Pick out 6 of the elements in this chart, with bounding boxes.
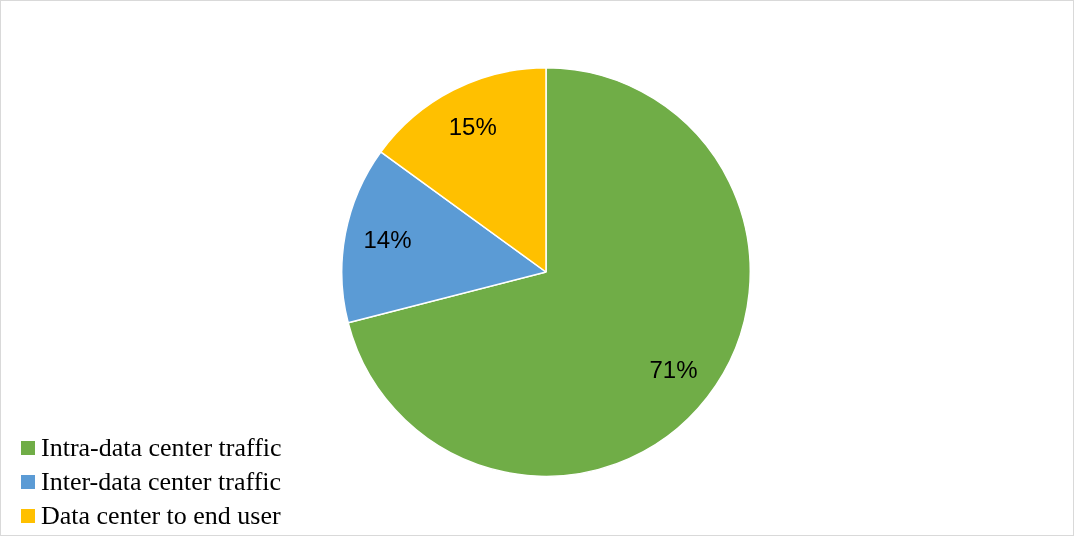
data-label: 15% [448, 112, 497, 140]
legend-label: Inter-data center traffic [41, 466, 282, 498]
legend-label: Intra-data center traffic [41, 432, 282, 464]
data-label: 14% [363, 226, 412, 254]
data-label: 71% [649, 355, 698, 383]
legend-label: Data center to end user [41, 500, 281, 532]
